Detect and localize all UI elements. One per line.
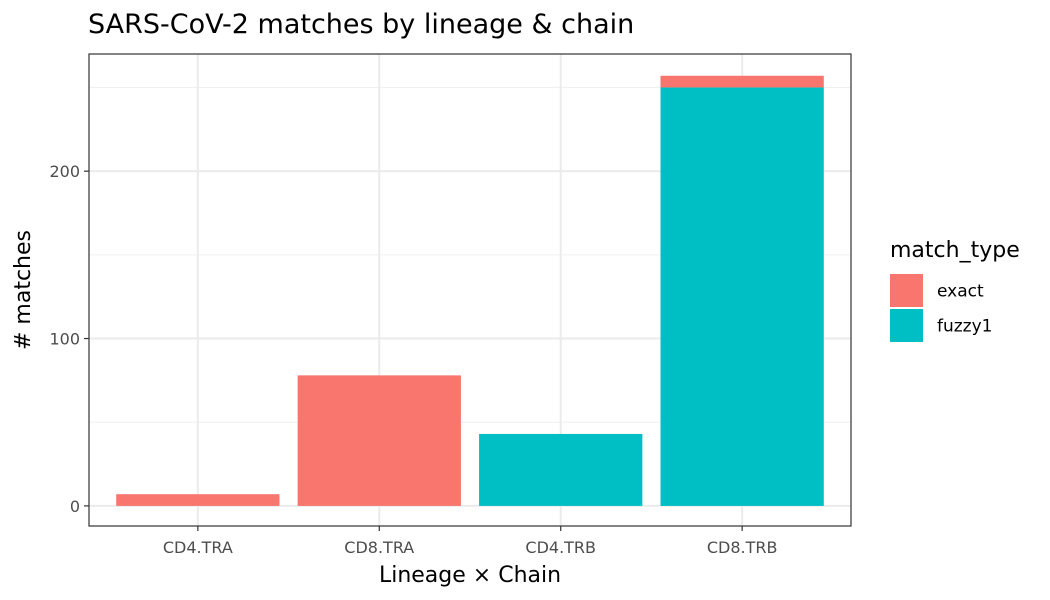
- bar-cd8-trb-exact: [660, 75, 824, 88]
- bar-cd8-trb-fuzzy1: [660, 87, 824, 506]
- plot-panel-border: [88, 53, 852, 527]
- y-axis-title: # matches: [11, 230, 36, 350]
- legend-title: match_type: [890, 238, 1020, 263]
- legend: match_type exact fuzzy1: [890, 238, 1020, 342]
- y-tick-label: 0: [70, 497, 80, 516]
- y-tick-label: 100: [49, 330, 80, 349]
- legend-label-exact: exact: [937, 282, 984, 302]
- x-tick-label: CD4.TRA: [163, 538, 233, 557]
- y-axis: 0 100 200: [49, 162, 89, 516]
- y-tick-label: 200: [49, 162, 80, 181]
- bar-cd8-tra-exact: [297, 375, 461, 506]
- legend-label-fuzzy1: fuzzy1: [937, 317, 992, 337]
- plot-bars: [116, 75, 824, 506]
- x-tick-label: CD8.TRB: [707, 538, 778, 557]
- x-tick-label: CD4.TRB: [525, 538, 596, 557]
- bar-cd4-tra-exact: [116, 494, 280, 506]
- x-axis: CD4.TRA CD8.TRA CD4.TRB CD8.TRB: [163, 526, 778, 557]
- legend-key-fuzzy1: [890, 309, 923, 342]
- legend-key-exact: [890, 274, 923, 307]
- bar-cd4-trb-fuzzy1: [479, 433, 643, 506]
- x-tick-label: CD8.TRA: [344, 538, 414, 557]
- chart-title: SARS-CoV-2 matches by lineage & chain: [88, 9, 634, 40]
- x-axis-title: Lineage × Chain: [379, 563, 561, 588]
